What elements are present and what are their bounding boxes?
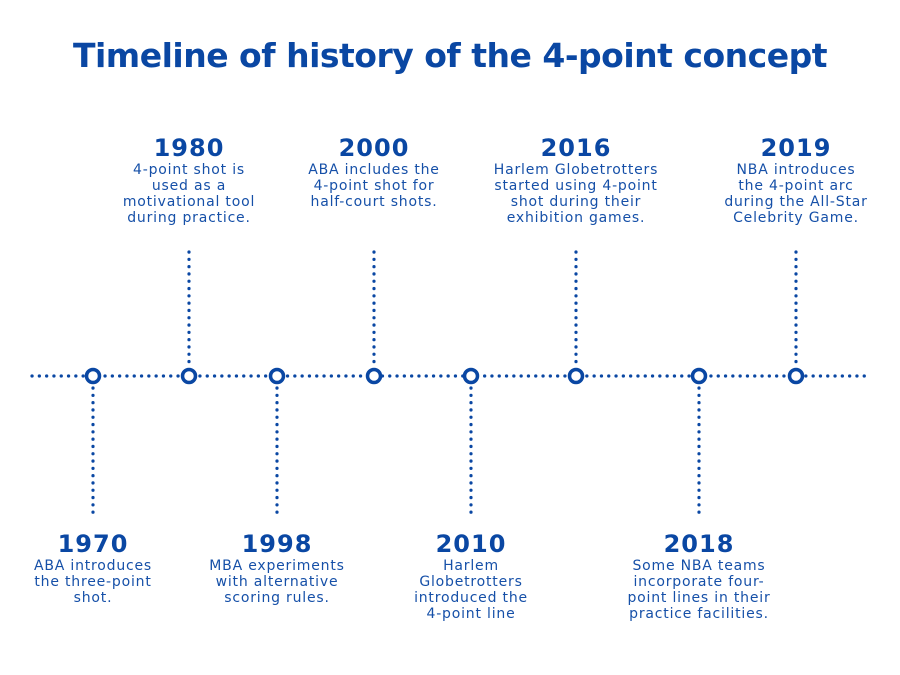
timeline-event-2018: 2018 Some NBA teams incorporate four- poi… [614, 530, 784, 622]
event-year: 1998 [241, 530, 313, 558]
event-description: ABA includes the 4-point shot for half-c… [308, 162, 440, 210]
timeline-node-1970 [84, 367, 102, 385]
timeline-event-1980: 1980 4-point shot is used as a motivation… [104, 134, 274, 226]
timeline-event-2010: 2010 Harlem Globetrotters introduced the … [386, 530, 556, 622]
event-description: Harlem Globetrotters introduced the 4-po… [414, 558, 528, 622]
timeline-event-2019: 2019 NBA introduces the 4-point arc durin… [711, 134, 881, 226]
event-description: Harlem Globetrotters started using 4-poi… [493, 162, 659, 226]
event-year: 1980 [153, 134, 225, 162]
event-description: MBA experiments with alternative scoring… [209, 558, 345, 606]
timeline-node-2016 [567, 367, 585, 385]
event-year: 2000 [338, 134, 410, 162]
timeline-node-2019 [787, 367, 805, 385]
event-description: ABA introduces the three-point shot. [33, 558, 153, 606]
event-description: Some NBA teams incorporate four- point l… [627, 558, 771, 622]
timeline-event-2016: 2016 Harlem Globetrotters started using 4… [491, 134, 661, 226]
event-description: 4-point shot is used as a motivational t… [122, 162, 256, 226]
event-year: 2010 [435, 530, 507, 558]
timeline-node-1980 [180, 367, 198, 385]
event-year: 2016 [540, 134, 612, 162]
timeline-event-1970: 1970 ABA introduces the three-point shot. [8, 530, 178, 606]
timeline-event-2000: 2000 ABA includes the 4-point shot for ha… [289, 134, 459, 210]
event-year: 2018 [663, 530, 735, 558]
timeline-event-1998: 1998 MBA experiments with alternative sco… [192, 530, 362, 606]
timeline-node-1998 [268, 367, 286, 385]
timeline-node-2000 [365, 367, 383, 385]
page-title: Timeline of history of the 4-point conce… [72, 36, 828, 75]
event-year: 2019 [760, 134, 832, 162]
event-description: NBA introduces the 4-point arc during th… [724, 162, 868, 226]
timeline-node-2010 [462, 367, 480, 385]
event-year: 1970 [57, 530, 129, 558]
timeline-node-2018 [690, 367, 708, 385]
